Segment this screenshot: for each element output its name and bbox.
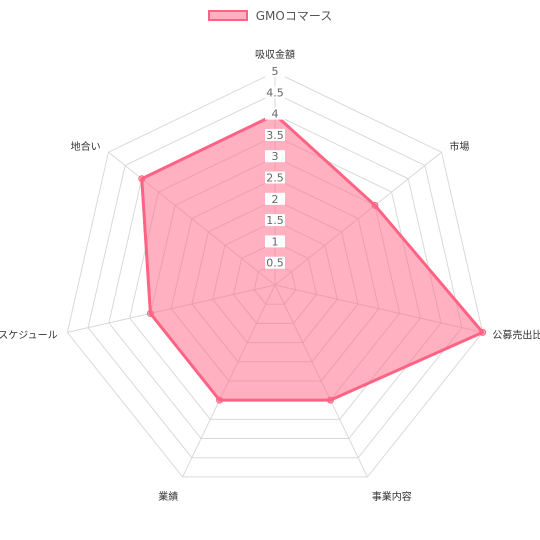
axis-label: 業績 bbox=[158, 490, 178, 503]
data-point bbox=[216, 396, 224, 404]
tick-label: 2 bbox=[272, 193, 279, 206]
tick-label: 2.5 bbox=[266, 172, 284, 185]
tick-label-backdrop bbox=[265, 128, 285, 141]
grid-ring bbox=[108, 114, 442, 440]
data-point bbox=[371, 201, 379, 209]
tick-label: 3 bbox=[272, 150, 279, 163]
tick-label: 1 bbox=[272, 235, 279, 248]
axis-label: 市場 bbox=[449, 140, 469, 153]
tick-label-backdrop bbox=[265, 86, 285, 99]
tick-label: 4.5 bbox=[266, 86, 284, 99]
tick-label: 5 bbox=[272, 65, 279, 78]
tick-label-backdrop bbox=[265, 214, 285, 227]
tick-label-backdrop bbox=[265, 150, 285, 163]
axis-label: 地合い bbox=[71, 140, 101, 153]
data-point bbox=[146, 309, 154, 317]
axis-label: 公募売出比 bbox=[492, 329, 540, 342]
tick-label-backdrop bbox=[265, 192, 285, 205]
tick-label-backdrop bbox=[265, 171, 285, 184]
legend-label: GMOコマース bbox=[255, 9, 333, 23]
tick-label-backdrop bbox=[265, 107, 285, 120]
radar-series bbox=[138, 111, 487, 404]
tick-label: 0.5 bbox=[266, 257, 284, 270]
axis-label: 事業内容 bbox=[372, 490, 412, 503]
grid-ring bbox=[87, 92, 463, 459]
tick-label-backdrop bbox=[265, 235, 285, 248]
tick-label: 1.5 bbox=[266, 214, 284, 227]
data-point bbox=[479, 328, 487, 336]
data-point bbox=[326, 396, 334, 404]
series-area bbox=[140, 113, 485, 402]
legend-swatch bbox=[207, 10, 248, 21]
data-point bbox=[138, 175, 146, 183]
chart-legend[interactable]: GMOコマース bbox=[0, 7, 540, 24]
tick-label: 4 bbox=[272, 108, 279, 121]
axis-label: スケジュール bbox=[0, 330, 58, 342]
axis-label: 吸収金額 bbox=[255, 48, 295, 61]
tick-label-backdrop bbox=[265, 65, 285, 77]
tick-label: 3.5 bbox=[266, 129, 284, 142]
tick-label-backdrop bbox=[265, 256, 285, 269]
grid-ring bbox=[66, 71, 484, 478]
